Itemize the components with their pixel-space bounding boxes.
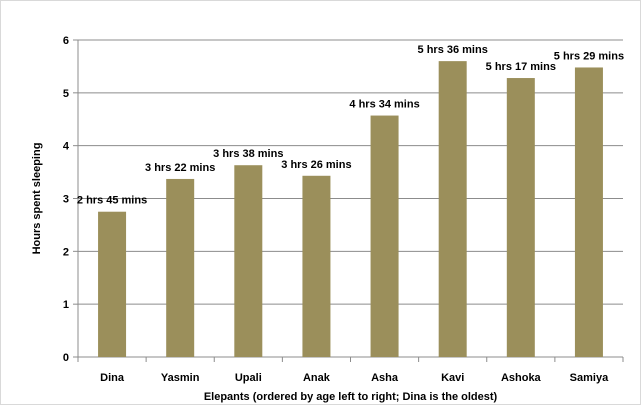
data-label: 5 hrs 29 mins xyxy=(554,50,624,62)
bar-kavi xyxy=(438,61,467,358)
data-label: 3 hrs 22 mins xyxy=(145,162,215,174)
x-tick-label: Anak xyxy=(303,372,331,384)
bar-upali xyxy=(234,165,263,357)
data-label: 3 hrs 26 mins xyxy=(281,159,351,171)
y-tick-label: 4 xyxy=(63,141,70,153)
y-tick-label: 1 xyxy=(63,299,69,311)
x-tick-labels: Dina Yasmin Upali Anak Asha Kavi Ashoka Samiya xyxy=(100,372,609,384)
bars xyxy=(98,61,603,358)
bar-ashoka xyxy=(506,78,535,357)
x-tick-label: Dina xyxy=(100,372,125,384)
x-tick-label: Yasmin xyxy=(161,372,200,384)
bar-asha xyxy=(370,115,399,357)
data-label: 5 hrs 17 mins xyxy=(486,61,556,73)
axes xyxy=(73,39,624,362)
y-tick-label: 6 xyxy=(63,35,69,47)
bar-yasmin xyxy=(166,178,195,357)
data-labels: 2 hrs 45 mins 3 hrs 22 mins 3 hrs 38 mins3… xyxy=(77,44,624,207)
y-tick-label: 3 xyxy=(63,194,69,206)
data-label: 5 hrs 36 mins xyxy=(418,44,488,56)
y-tick-labels: 0 1 2 3 4 5 6 xyxy=(63,35,70,364)
y-tick-label: 0 xyxy=(63,352,69,364)
x-tick-label: Upali xyxy=(235,372,262,384)
x-tick-label: Asha xyxy=(371,372,399,384)
y-tick-label: 5 xyxy=(63,88,69,100)
y-tick-label: 2 xyxy=(63,246,69,258)
bar-samiya xyxy=(574,67,603,358)
data-label: 3 hrs 38 mins xyxy=(213,148,283,160)
x-tick-label: Kavi xyxy=(441,372,464,384)
data-label: 2 hrs 45 mins xyxy=(77,195,147,207)
x-axis-title: Elepants (ordered by age left to right; … xyxy=(204,391,498,403)
data-label: 4 hrs 34 mins xyxy=(349,99,419,111)
y-axis-title: Hours spent sleeping xyxy=(31,143,43,255)
bar-dina xyxy=(98,211,127,357)
x-tick-label: Ashoka xyxy=(501,372,542,384)
bar-anak xyxy=(302,175,331,357)
x-tick-label: Samiya xyxy=(570,372,609,384)
